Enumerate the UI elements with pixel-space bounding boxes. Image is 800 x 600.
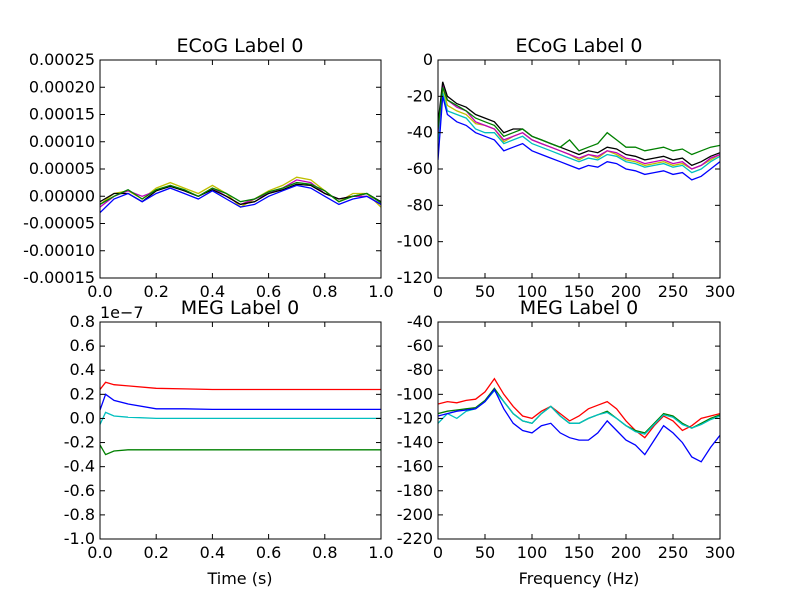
y-tick-label: -80 bbox=[407, 195, 433, 214]
x-tick-label: 0.4 bbox=[200, 282, 225, 301]
x-tick-label: 150 bbox=[564, 282, 595, 301]
y-tick-label: -60 bbox=[407, 159, 433, 178]
x-tick-label: 1.0 bbox=[368, 282, 393, 301]
x-tick-label: 200 bbox=[611, 282, 642, 301]
x-tick-label: 0.8 bbox=[312, 282, 337, 301]
plot-area: 0.0 0.2 0.4 0.6 0.8 1.0 -1.0 -0.8 -0.6 -0.4 -0.2 0.… bbox=[64, 312, 394, 562]
y-tick-label: -120 bbox=[397, 408, 433, 427]
x-axis-label: Time (s) bbox=[206, 569, 272, 588]
y-tick-label: 0.6 bbox=[70, 336, 95, 355]
plot-area: 0 50 100 150 200 250 300 -220 -200 -180 -160 -140 -1… bbox=[397, 312, 736, 562]
y-tick-label: 0.8 bbox=[70, 312, 95, 331]
y-tick-label: -0.00015 bbox=[23, 268, 95, 287]
plot-area: 0 50 100 150 200 250 300 -120 -100 -80 -60 -40 -20 0 bbox=[397, 50, 736, 301]
x-tick-label: 100 bbox=[517, 282, 548, 301]
x-tick-label: 0.6 bbox=[256, 282, 281, 301]
x-tick-label: 300 bbox=[705, 543, 736, 562]
x-tick-label: 0.4 bbox=[200, 543, 225, 562]
y-tick-label: -0.2 bbox=[64, 433, 95, 452]
axes-frame bbox=[99, 321, 382, 540]
y-tick-label: 0.00020 bbox=[29, 77, 95, 96]
y-tick-label: 0.2 bbox=[70, 384, 95, 403]
y-tick-label: -100 bbox=[397, 384, 433, 403]
series-line-2 bbox=[438, 85, 720, 170]
y-tick-label: -40 bbox=[407, 123, 433, 142]
series-group bbox=[438, 377, 720, 463]
subplot-ecog-time: ECoG Label 0 0.0 0.2 0.4 0.6 0.8 1.0 -0.00015 -… bbox=[23, 35, 394, 301]
x-tick-label: 0.0 bbox=[87, 543, 112, 562]
series-line-3 bbox=[438, 81, 720, 167]
y-tick-label: 0.00010 bbox=[29, 132, 95, 151]
series-line-0 bbox=[438, 87, 720, 170]
y-tick-label: -0.6 bbox=[64, 481, 95, 500]
series-line-1 bbox=[438, 92, 720, 174]
series-line-1 bbox=[100, 393, 381, 411]
series-group bbox=[100, 176, 381, 214]
x-tick-label: 0.2 bbox=[143, 543, 168, 562]
y-tick-label: -20 bbox=[407, 86, 433, 105]
subplot-ecog-spectrum: ECoG Label 0 0 50 100 150 200 250 300 -120 -100 -… bbox=[397, 35, 736, 301]
series-line-2 bbox=[100, 183, 381, 206]
y-tick-label: -100 bbox=[397, 232, 433, 251]
y-tick-label: -140 bbox=[397, 433, 433, 452]
series-line-4 bbox=[100, 184, 381, 214]
x-tick-label: 150 bbox=[564, 543, 595, 562]
y-tick-label: -160 bbox=[397, 457, 433, 476]
subplot-meg-time: MEG Label 0 1e−7 Time (s) 0.0 0.2 0.4 0.6 0.… bbox=[64, 297, 394, 588]
subplot-title: ECoG Label 0 bbox=[515, 35, 642, 57]
x-tick-label: 0.2 bbox=[143, 282, 168, 301]
plot-area: 0.0 0.2 0.4 0.6 0.8 1.0 -0.00015 -0.00010 -0.000… bbox=[23, 50, 394, 301]
y-tick-label: 0 bbox=[423, 50, 433, 69]
y-tick-label: 0.0 bbox=[70, 408, 95, 427]
x-tick-label: 50 bbox=[475, 282, 495, 301]
y-tick-label: -200 bbox=[397, 505, 433, 524]
subplot-title: ECoG Label 0 bbox=[176, 35, 303, 57]
series-line-3 bbox=[438, 388, 720, 463]
subplot-title: MEG Label 0 bbox=[520, 297, 639, 319]
x-tick-label: 250 bbox=[658, 543, 689, 562]
subplot-title: MEG Label 0 bbox=[181, 297, 300, 319]
y-tick-label: 0.00025 bbox=[29, 50, 95, 69]
x-tick-label: 0.6 bbox=[256, 543, 281, 562]
series-line-5 bbox=[438, 96, 720, 181]
x-tick-label: 1.0 bbox=[368, 543, 393, 562]
y-tick-label: 0.00015 bbox=[29, 105, 95, 124]
x-tick-label: 0 bbox=[433, 282, 443, 301]
y-tick-label: -80 bbox=[407, 360, 433, 379]
y-tick-label: 0.00000 bbox=[29, 186, 95, 205]
series-group bbox=[100, 381, 381, 456]
offset-text: 1e−7 bbox=[100, 303, 144, 322]
y-tick-label: -60 bbox=[407, 336, 433, 355]
y-tick-label: 0.00005 bbox=[29, 159, 95, 178]
y-tick-label: -1.0 bbox=[64, 529, 95, 548]
series-line-4 bbox=[438, 87, 720, 156]
x-tick-label: 300 bbox=[705, 282, 736, 301]
series-line-2 bbox=[100, 411, 381, 425]
y-tick-label: -0.4 bbox=[64, 457, 95, 476]
series-line-0 bbox=[438, 377, 720, 439]
x-tick-label: 0.8 bbox=[312, 543, 337, 562]
y-tick-label: -180 bbox=[397, 481, 433, 500]
series-line-3 bbox=[100, 181, 381, 205]
x-tick-label: 50 bbox=[475, 543, 495, 562]
series-line-3 bbox=[100, 444, 381, 456]
series-group bbox=[438, 81, 720, 181]
x-tick-label: 100 bbox=[517, 543, 548, 562]
x-tick-label: 250 bbox=[658, 282, 689, 301]
x-axis-label: Frequency (Hz) bbox=[519, 569, 640, 588]
y-tick-label: -120 bbox=[397, 268, 433, 287]
x-tick-label: 0 bbox=[433, 543, 443, 562]
y-tick-label: -0.00005 bbox=[23, 214, 95, 233]
y-tick-label: -40 bbox=[407, 312, 433, 331]
x-tick-label: 200 bbox=[611, 543, 642, 562]
x-tick-label: 0.0 bbox=[87, 282, 112, 301]
y-tick-label: -220 bbox=[397, 529, 433, 548]
y-tick-label: 0.4 bbox=[70, 360, 95, 379]
y-tick-label: -0.8 bbox=[64, 505, 95, 524]
y-tick-label: -0.00010 bbox=[23, 241, 95, 260]
subplot-meg-spectrum: MEG Label 0 Frequency (Hz) 0 50 100 150 200 2… bbox=[397, 297, 736, 588]
series-line-0 bbox=[100, 381, 381, 391]
